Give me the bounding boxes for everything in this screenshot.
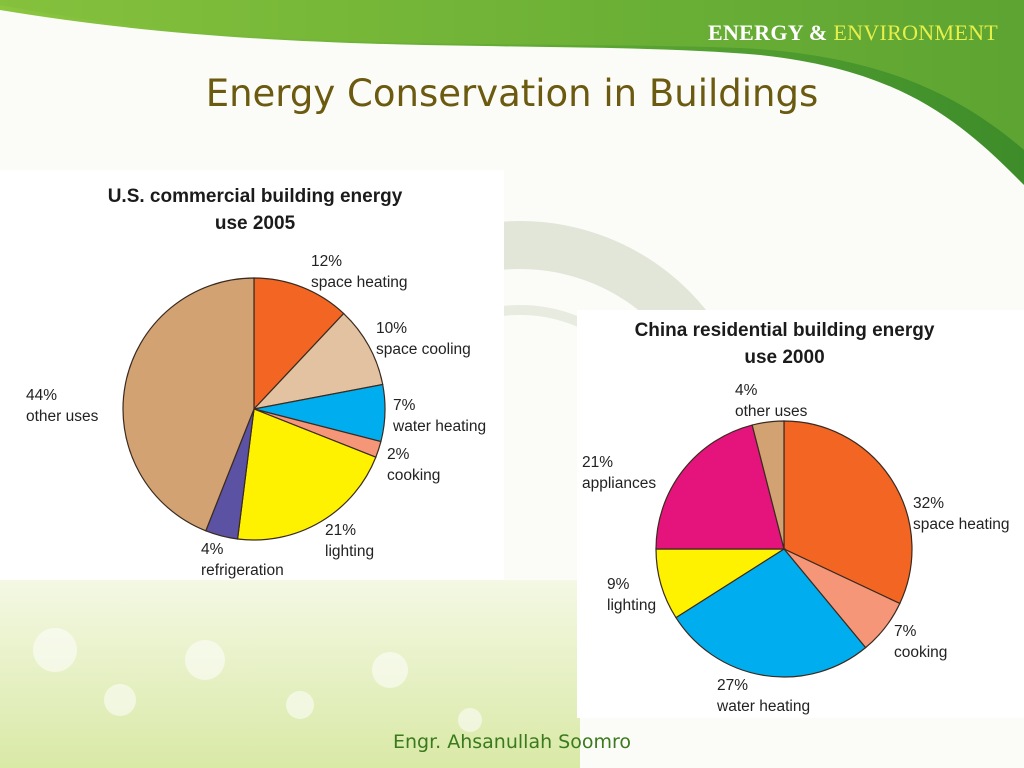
china-label-pct: 32% <box>913 495 945 512</box>
brand-header: ENERGY & ENVIRONMENT <box>708 20 998 46</box>
us-label-space-heating: 12% space heating <box>311 251 408 293</box>
china-slice-water-heating <box>675 548 867 678</box>
china-label-cooking: 7% cooking <box>894 621 947 663</box>
china-chart-title: China residential building energy use 20… <box>582 317 987 371</box>
china-label-pct: 7% <box>894 623 917 640</box>
china-label-pct: 9% <box>607 576 630 593</box>
us-slice-space-heating <box>253 277 345 411</box>
china-chart-title-line2: use 2000 <box>744 347 825 368</box>
china-label-name: lighting <box>607 597 657 614</box>
china-label-pct: 27% <box>717 677 749 694</box>
us-chart-title-line1: U.S. commercial building energy <box>107 186 403 207</box>
us-label-name: space cooling <box>376 341 471 358</box>
us-slice-other-uses <box>122 277 255 532</box>
us-chart-title: U.S. commercial building energy use 2005 <box>30 183 480 237</box>
china-label-name: appliances <box>582 475 657 492</box>
us-label-pct: 7% <box>393 397 416 414</box>
us-chart-panel: U.S. commercial building energy use 2005… <box>0 170 504 580</box>
china-pie-chart <box>655 420 913 678</box>
china-slice-space-heating <box>783 420 913 605</box>
us-label-pct: 21% <box>325 522 357 539</box>
us-label-refrigeration: 4% refrigeration <box>201 539 284 581</box>
footer-author: Engr. Ahsanullah Soomro <box>392 731 632 753</box>
us-label-lighting: 21% lighting <box>325 520 374 562</box>
us-label-name: lighting <box>325 543 375 560</box>
us-pie-chart <box>122 277 386 541</box>
china-slice-appliances <box>655 424 785 550</box>
brand-energy: ENERGY & <box>708 20 828 45</box>
slide-title: Energy Conservation in Buildings <box>205 72 819 115</box>
china-chart-title-line1: China residential building energy <box>634 320 935 341</box>
us-label-pct: 12% <box>311 253 343 270</box>
us-label-name: other uses <box>26 408 99 425</box>
china-label-space-heating: 32% space heating <box>913 493 1010 535</box>
us-label-cooking: 2% cooking <box>387 444 440 486</box>
us-label-name: water heating <box>393 418 487 435</box>
us-label-other-uses: 44% other uses <box>26 385 98 427</box>
china-label-appliances: 21% appliances <box>582 452 656 494</box>
china-label-name: space heating <box>913 516 1010 533</box>
leaf-decoration-icon <box>33 628 482 732</box>
brand-environment: ENVIRONMENT <box>833 20 998 45</box>
china-label-pct: 4% <box>735 382 758 399</box>
china-label-name: water heating <box>717 698 811 715</box>
us-label-name: space heating <box>311 274 408 291</box>
us-label-name: refrigeration <box>201 562 284 579</box>
us-label-pct: 10% <box>376 320 408 337</box>
china-label-name: cooking <box>894 644 948 661</box>
china-label-name: other uses <box>735 403 808 420</box>
china-label-pct: 21% <box>582 454 614 471</box>
us-slice-lighting <box>236 408 377 541</box>
us-label-name: cooking <box>387 467 441 484</box>
china-label-other-uses: 4% other uses <box>735 380 807 422</box>
us-slice-space-cooling <box>252 312 384 410</box>
us-label-pct: 2% <box>387 446 410 463</box>
us-label-space-cooling: 10% space cooling <box>376 318 471 360</box>
china-slice-other-uses <box>751 420 785 550</box>
us-label-water-heating: 7% water heating <box>393 395 486 437</box>
us-label-pct: 44% <box>26 387 58 404</box>
china-label-water-heating: 27% water heating <box>717 675 810 717</box>
china-label-lighting: 9% lighting <box>607 574 656 616</box>
china-chart-panel: China residential building energy use 20… <box>577 310 1024 718</box>
us-label-pct: 4% <box>201 541 224 558</box>
us-chart-title-line2: use 2005 <box>214 213 296 234</box>
